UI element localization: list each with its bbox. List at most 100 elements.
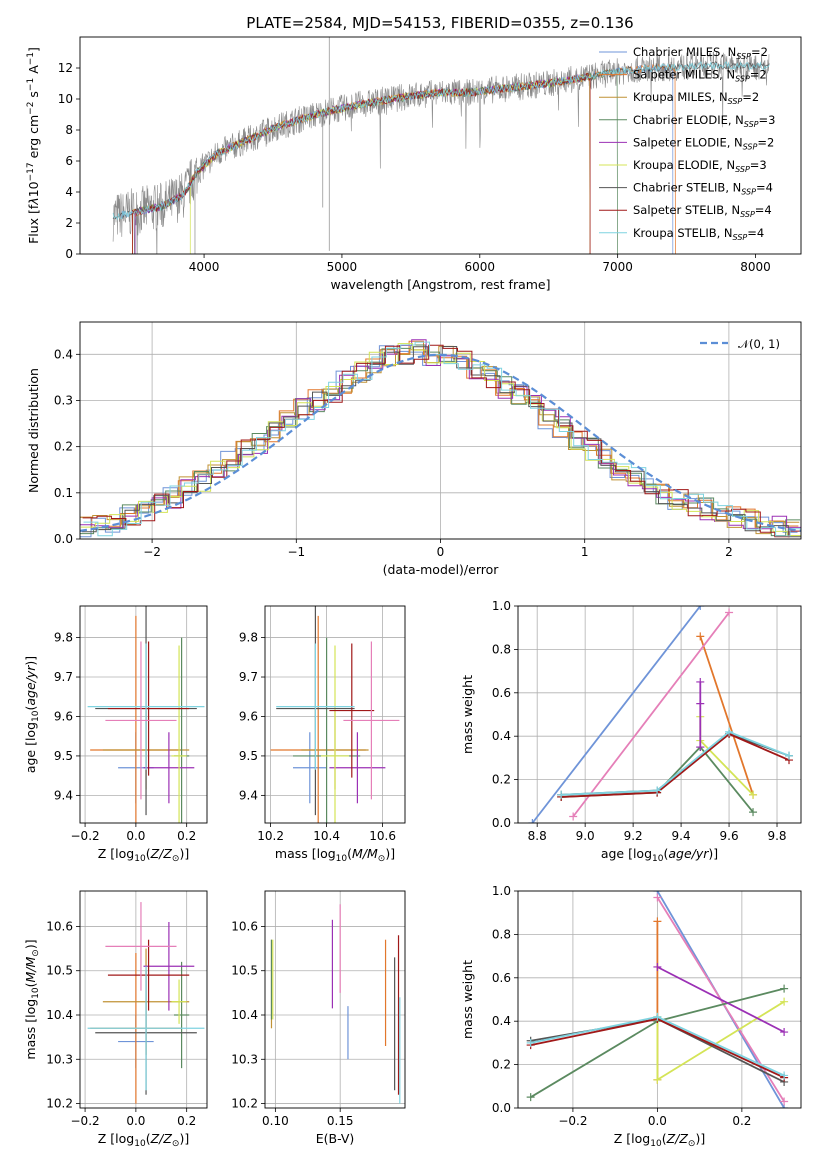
y-tick-label: 0.8 — [492, 642, 511, 656]
chabrier-stelib-histogram — [81, 346, 801, 538]
x-tick-label: 0.2 — [177, 829, 196, 843]
spectrum-panel: 4000 5000 6000 7000 8000 0 2 4 6 8 10 12 wavelength… — [26, 36, 802, 292]
legend-entry: Salpeter MILES, NSSP=2 — [633, 68, 767, 84]
y-tick-label: 0.8 — [492, 927, 511, 941]
y-tick-label: 0.4 — [54, 347, 73, 361]
errorbar-point — [107, 939, 190, 1011]
spectrum-ylabel: Flux [fλ10−17 erg cm−2 s−1 A−1] — [26, 47, 41, 244]
legend-entry: Kroupa ELODIE, NSSP=3 — [633, 158, 767, 174]
errorbar-point — [171, 645, 187, 823]
series-line — [531, 606, 702, 823]
legend-entry: Chabrier STELIB, NSSP=4 — [633, 181, 773, 197]
series-marker — [696, 699, 705, 708]
x-tick-label: −1 — [287, 545, 305, 559]
y-tick-label: 1.0 — [492, 599, 511, 613]
series-marker — [780, 997, 789, 1006]
plot-area — [270, 606, 400, 823]
errorbar-point — [107, 641, 190, 776]
y-tick-label: 9.6 — [239, 709, 258, 723]
legend-entry: Chabrier MILES, NSSP=2 — [633, 45, 768, 61]
y-tick-label: 10.3 — [231, 1052, 258, 1066]
histogram-xlabel: (data-model)/error — [383, 562, 500, 577]
x-tick-label: 9.8 — [767, 829, 786, 843]
plot-area — [87, 606, 205, 823]
x-tick-label: 5000 — [327, 260, 358, 274]
errorbar-point — [143, 922, 195, 1011]
series-marker — [526, 1038, 535, 1047]
weight-z-ylabel: mass weight — [460, 960, 475, 1039]
x-tick-label: 0.0 — [126, 829, 145, 843]
z-age-xlabel: Z [log10(Z/Z⊙)] — [98, 846, 189, 864]
series-marker — [725, 608, 734, 617]
kroupa-miles-histogram — [80, 345, 800, 535]
y-tick-label: 0.2 — [492, 1058, 511, 1072]
errorbar-point — [321, 645, 349, 823]
y-tick-label: 0.0 — [492, 816, 511, 830]
x-tick-label: 0.2 — [732, 1114, 751, 1128]
y-tick-label: 9.7 — [239, 670, 258, 684]
y-tick-label: 12 — [58, 61, 73, 75]
y-tick-label: 0.6 — [492, 686, 511, 700]
y-tick-label: 0.4 — [492, 1014, 511, 1028]
y-tick-label: 9.7 — [54, 670, 73, 684]
chabrier-elodie-histogram — [80, 344, 801, 537]
ebv-xlabel: E(B-V) — [316, 1131, 355, 1146]
y-tick-label: 0.0 — [492, 1101, 511, 1115]
series-marker — [653, 1012, 662, 1021]
plot-area — [528, 606, 794, 823]
legend-entry: Chabrier ELODIE, NSSP=3 — [633, 113, 775, 129]
series-line — [572, 611, 730, 818]
errorbar-point — [87, 643, 205, 770]
series-marker — [725, 727, 734, 736]
y-tick-label: 9.4 — [239, 788, 258, 802]
plot-area — [526, 891, 789, 1108]
kroupa-stelib-histogram — [83, 341, 801, 537]
weight-z-xlabel: Z [log10(Z/Z⊙)] — [614, 1131, 705, 1149]
x-tick-label: 8.8 — [528, 829, 547, 843]
plot-area — [87, 902, 205, 1104]
errorbar-point — [329, 643, 375, 778]
x-tick-label: 0.15 — [327, 1114, 354, 1128]
salpeter-elodie-histogram — [80, 339, 801, 530]
series-line — [561, 730, 790, 796]
x-tick-label: −0.2 — [71, 1114, 100, 1128]
x-tick-label: 8000 — [740, 260, 771, 274]
errorbar-point — [276, 643, 355, 770]
y-tick-label: 0.4 — [492, 729, 511, 743]
x-tick-label: 9.0 — [576, 829, 595, 843]
y-tick-label: 0.6 — [492, 971, 511, 985]
y-tick-label: 10.6 — [231, 919, 258, 933]
y-tick-label: 0 — [65, 247, 73, 261]
weight-age-ylabel: mass weight — [460, 675, 475, 754]
y-tick-label: 0.2 — [54, 440, 73, 454]
series-marker — [528, 819, 537, 823]
errorbar-point — [105, 641, 177, 800]
x-tick-label: 9.6 — [720, 829, 739, 843]
errorbar-point — [293, 732, 327, 804]
series-marker — [653, 893, 662, 902]
legend-entry: Kroupa MILES, NSSP=2 — [633, 90, 759, 106]
x-tick-label: 0.0 — [126, 1114, 145, 1128]
y-tick-label: 0.2 — [492, 773, 511, 787]
series-marker — [785, 751, 794, 760]
x-tick-label: 7000 — [602, 260, 633, 274]
series-marker — [749, 808, 758, 817]
series-marker — [696, 677, 705, 686]
y-tick-label: 10.5 — [46, 964, 73, 978]
errorbar-point — [171, 979, 187, 1024]
kroupa-elodie-histogram — [80, 343, 801, 536]
y-tick-label: 9.5 — [239, 749, 258, 763]
y-tick-label: 10.4 — [231, 1008, 258, 1022]
z-vs-mass-panel: −0.2 0.0 0.2 10.2 10.3 10.4 10.5 10.6 Z [log10(… — [23, 890, 208, 1149]
y-tick-label: 8 — [65, 123, 73, 137]
y-tick-label: 10.5 — [231, 964, 258, 978]
errorbar-point — [173, 961, 190, 1069]
mass-vs-age-panel: 10.2 10.4 10.6 9.4 9.5 9.6 9.7 9.8 mass [log10(… — [239, 605, 406, 864]
x-tick-label: 10.6 — [369, 829, 396, 843]
series-marker — [653, 786, 662, 795]
weight-vs-z-panel: −0.2 0.0 0.2 0.0 0.2 0.4 0.6 0.8 1.0 Z [log10(Z/… — [460, 884, 802, 1149]
series-marker — [557, 790, 566, 799]
y-tick-label: 0.1 — [54, 486, 73, 500]
y-tick-label: 9.4 — [54, 788, 73, 802]
